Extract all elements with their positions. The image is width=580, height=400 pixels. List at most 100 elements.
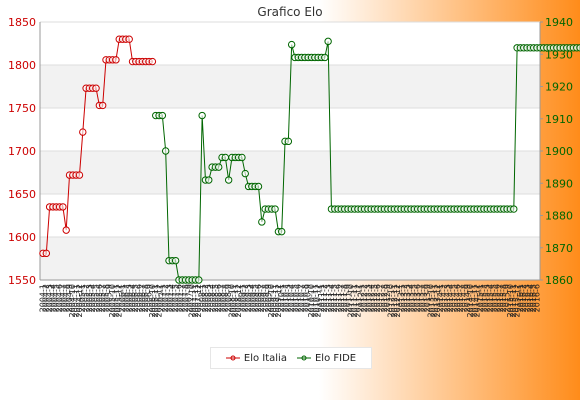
x-tick-label: 2004-8	[62, 284, 71, 312]
x-tick-label: 2009-8	[261, 284, 270, 312]
x-tick-label: 2014-8	[459, 284, 468, 312]
x-tick-label: 2014-12	[473, 284, 482, 317]
right-tick-label: 1910	[545, 113, 573, 126]
x-tick-label: 2004-1	[38, 284, 47, 312]
x-tick-label: 2015-11	[509, 284, 518, 317]
data-point-elo-fide	[205, 176, 213, 184]
x-tick-label: 2005-10	[108, 284, 117, 317]
x-tick-label: 2010-8	[300, 284, 309, 312]
x-tick-label: 2014-2	[440, 284, 449, 312]
x-tick-label: 2015-10	[506, 284, 515, 317]
x-tick-label: 2009-7	[257, 284, 266, 312]
chart-title: Grafico Elo	[257, 5, 322, 19]
right-tick-label: 1880	[545, 210, 573, 223]
data-point-elo-italia	[92, 84, 100, 92]
right-axis: 1860 1870 1880 1890 1900 1910 1920 1930 1940	[540, 16, 573, 287]
x-tick-label: 2009-12	[274, 284, 283, 317]
x-tick-label: 2004-5	[52, 284, 61, 312]
x-tick-label: 2006-6	[135, 284, 144, 312]
x-tick-label: 2012-10	[387, 284, 396, 317]
x-tick-label: 2015-1	[476, 284, 485, 312]
x-tick-label: 2012-2	[360, 284, 369, 312]
x-tick-label: 2006-8	[141, 284, 150, 312]
x-tick-label: 2004-11	[72, 284, 81, 317]
x-tick-label: 2014-3	[443, 284, 452, 312]
data-point-elo-fide	[241, 169, 249, 178]
left-tick-label: 1550	[8, 274, 36, 287]
x-tick-label: 2009-1	[237, 284, 246, 312]
x-tick-label: 2009-11	[270, 284, 279, 317]
data-point-elo-fide	[254, 182, 263, 191]
x-tick-label: 2013-4	[406, 284, 415, 312]
x-tick-label: 2014-6	[453, 284, 462, 312]
left-tick-label: 1700	[8, 145, 36, 158]
x-tick-label: 2016-2	[519, 284, 528, 312]
x-tick-label: 2005-6	[95, 284, 104, 312]
data-point-elo-italia	[148, 57, 157, 66]
left-axis: 1550 1600 1650 1700 1750 1800 1850	[8, 16, 36, 287]
data-point-elo-fide	[576, 44, 580, 52]
left-tick-label: 1800	[8, 59, 36, 72]
x-tick-label: 2013-3	[403, 284, 412, 312]
x-tick-label: 2015-6	[493, 284, 502, 312]
x-tick-label: 2013-9	[423, 284, 432, 312]
x-tick-label: 2008-4	[207, 284, 216, 312]
x-tick-label: 2013-6	[413, 284, 422, 312]
x-tick-label: 2015-8	[499, 284, 508, 312]
x-tick-label: 2008-3	[204, 284, 213, 312]
legend-swatch-elo-italia	[225, 355, 240, 361]
x-tick-label: 2006-1	[118, 284, 127, 312]
series-elo-fide	[152, 37, 580, 284]
x-tick-label: 2008-2	[201, 284, 210, 312]
x-tick-label: 2008-8	[221, 284, 230, 312]
data-point-elo-fide	[278, 227, 286, 236]
data-point-elo-fide	[195, 276, 203, 284]
x-tick-label: 2010-7	[297, 284, 306, 312]
gridlines	[39, 21, 541, 281]
chart-legend: Elo Italia Elo FIDE	[210, 347, 372, 369]
x-tick-label: 2010-11	[310, 284, 319, 317]
series-elo-italia	[39, 35, 157, 258]
data-point-elo-fide	[221, 153, 230, 162]
x-tick-label: 2005-1	[78, 284, 87, 312]
x-tick-label: 2007-10	[188, 284, 197, 317]
x-tick-label: 2007-9	[184, 284, 193, 312]
x-tick-label: 2010-10	[307, 284, 316, 317]
data-point-elo-fide	[171, 256, 180, 265]
x-tick-label: 2007-2	[161, 284, 170, 312]
x-tick-label: 2004-9	[65, 284, 74, 312]
x-tick-label: 2004-12	[75, 284, 84, 317]
x-tick-label: 2007-11	[191, 284, 200, 317]
x-tick-label: 2012-11	[390, 284, 399, 317]
right-tick-label: 1900	[545, 145, 573, 158]
x-tick-label: 2011-12	[353, 284, 362, 317]
x-tick-label: 2005-12	[115, 284, 124, 317]
x-tick-label: 2007-5	[171, 284, 180, 312]
x-axis: 2004-12004-22004-32004-42004-52004-62004…	[38, 284, 541, 317]
right-tick-label: 1930	[545, 48, 573, 61]
x-tick-label: 2008-6	[214, 284, 223, 312]
x-tick-label: 2010-6	[294, 284, 303, 312]
data-point-elo-fide	[324, 37, 332, 46]
right-tick-label: 1860	[545, 274, 573, 287]
data-point-elo-fide	[321, 53, 329, 62]
x-tick-label: 2011-4	[327, 284, 336, 312]
x-tick-label: 2007-3	[164, 284, 173, 312]
x-tick-label: 2005-4	[88, 284, 97, 312]
data-point-elo-fide	[215, 163, 223, 171]
data-point-elo-fide	[258, 218, 266, 226]
x-tick-label: 2011-7	[337, 284, 346, 312]
x-tick-label: 2010-2	[280, 284, 289, 312]
data-point-elo-fide	[158, 111, 167, 120]
x-tick-label: 2008-9	[224, 284, 233, 312]
x-tick-label: 2016-5	[529, 284, 538, 312]
x-tick-label: 2005-11	[111, 284, 120, 317]
x-tick-label: 2005-3	[85, 284, 94, 312]
x-tick-label: 2012-8	[380, 284, 389, 312]
x-tick-label: 2014-4	[446, 284, 455, 312]
data-point-elo-fide	[198, 111, 206, 120]
x-tick-label: 2010-4	[287, 284, 296, 312]
x-tick-label: 2004-6	[55, 284, 64, 312]
x-tick-label: 2013-12	[433, 284, 442, 317]
